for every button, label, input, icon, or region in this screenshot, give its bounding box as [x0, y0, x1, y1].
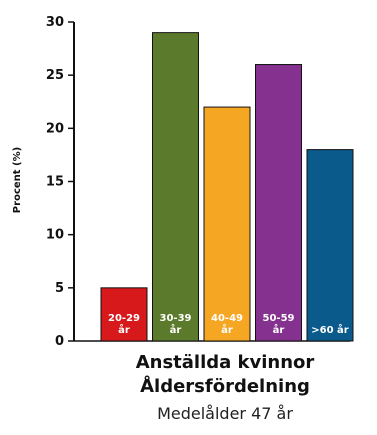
bar [100, 287, 148, 342]
y-tick-label: 10 [46, 228, 64, 243]
chart-subtitle: Medelålder 47 år [157, 404, 293, 423]
y-axis-label: Procent (%) [12, 147, 23, 213]
bar-category-label: 40-49 [211, 313, 243, 324]
bar [255, 64, 302, 342]
y-tick-label: 0 [55, 334, 64, 349]
bar-category-label: 20-29 [108, 313, 140, 324]
bar-category-label: år [221, 323, 233, 336]
y-tick-label: 5 [55, 281, 64, 296]
bar-category-label: år [273, 323, 285, 336]
bar-category-label: 50-59 [263, 313, 295, 324]
y-tick-label: 30 [46, 15, 64, 30]
bar-category-label: år [170, 323, 182, 336]
bar [203, 106, 251, 342]
bar [306, 149, 354, 342]
y-tick-label: 20 [46, 121, 64, 136]
y-tick-label: 15 [46, 175, 64, 190]
chart-title-line2: Åldersfördelning [140, 376, 310, 397]
bar-category-label: år [118, 323, 130, 336]
bar-category-label: >60 år [311, 323, 349, 336]
bar [152, 32, 199, 342]
bar-category-label: 30-39 [160, 313, 192, 324]
chart-title-line1: Anställda kvinnor [135, 352, 315, 373]
y-tick-label: 25 [46, 68, 64, 83]
